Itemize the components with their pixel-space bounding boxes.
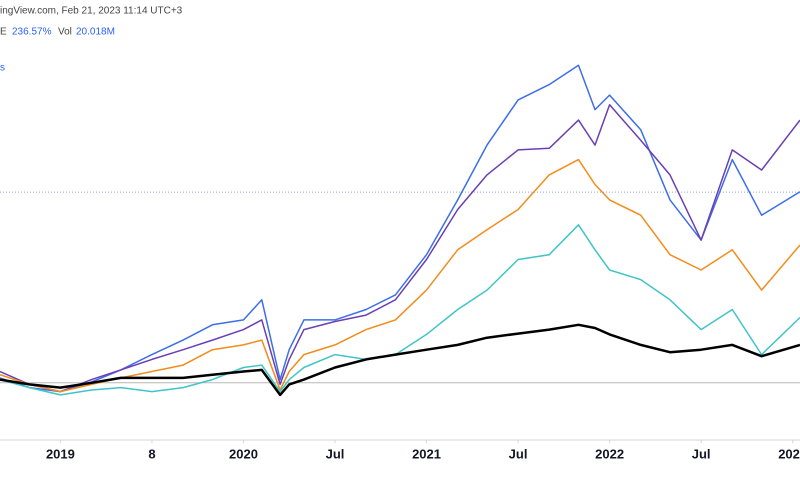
side-label: s bbox=[0, 63, 5, 74]
vol: 20.018M bbox=[76, 27, 115, 38]
series-line bbox=[0, 158, 800, 393]
x-tick-label: Jul bbox=[692, 446, 711, 461]
series-line bbox=[0, 64, 800, 393]
x-tick-label: 2021 bbox=[412, 446, 441, 461]
vol-label: Vol bbox=[58, 27, 72, 38]
x-tick-label: 2020 bbox=[229, 446, 258, 461]
x-tick-label: 2022 bbox=[595, 446, 624, 461]
x-tick-label: 8 bbox=[148, 446, 155, 461]
change: 236.57% bbox=[12, 27, 52, 38]
x-tick-label: Jul bbox=[326, 446, 345, 461]
series-line bbox=[0, 104, 800, 393]
x-tick-label: Jul bbox=[509, 446, 528, 461]
source: ingView.com, Feb 21, 2023 11:14 UTC+3 bbox=[0, 6, 183, 17]
series-line bbox=[0, 323, 800, 397]
symbol: E bbox=[0, 27, 7, 38]
x-tick-label: 2023 bbox=[778, 446, 800, 461]
x-tick-label: 2019 bbox=[46, 446, 75, 461]
